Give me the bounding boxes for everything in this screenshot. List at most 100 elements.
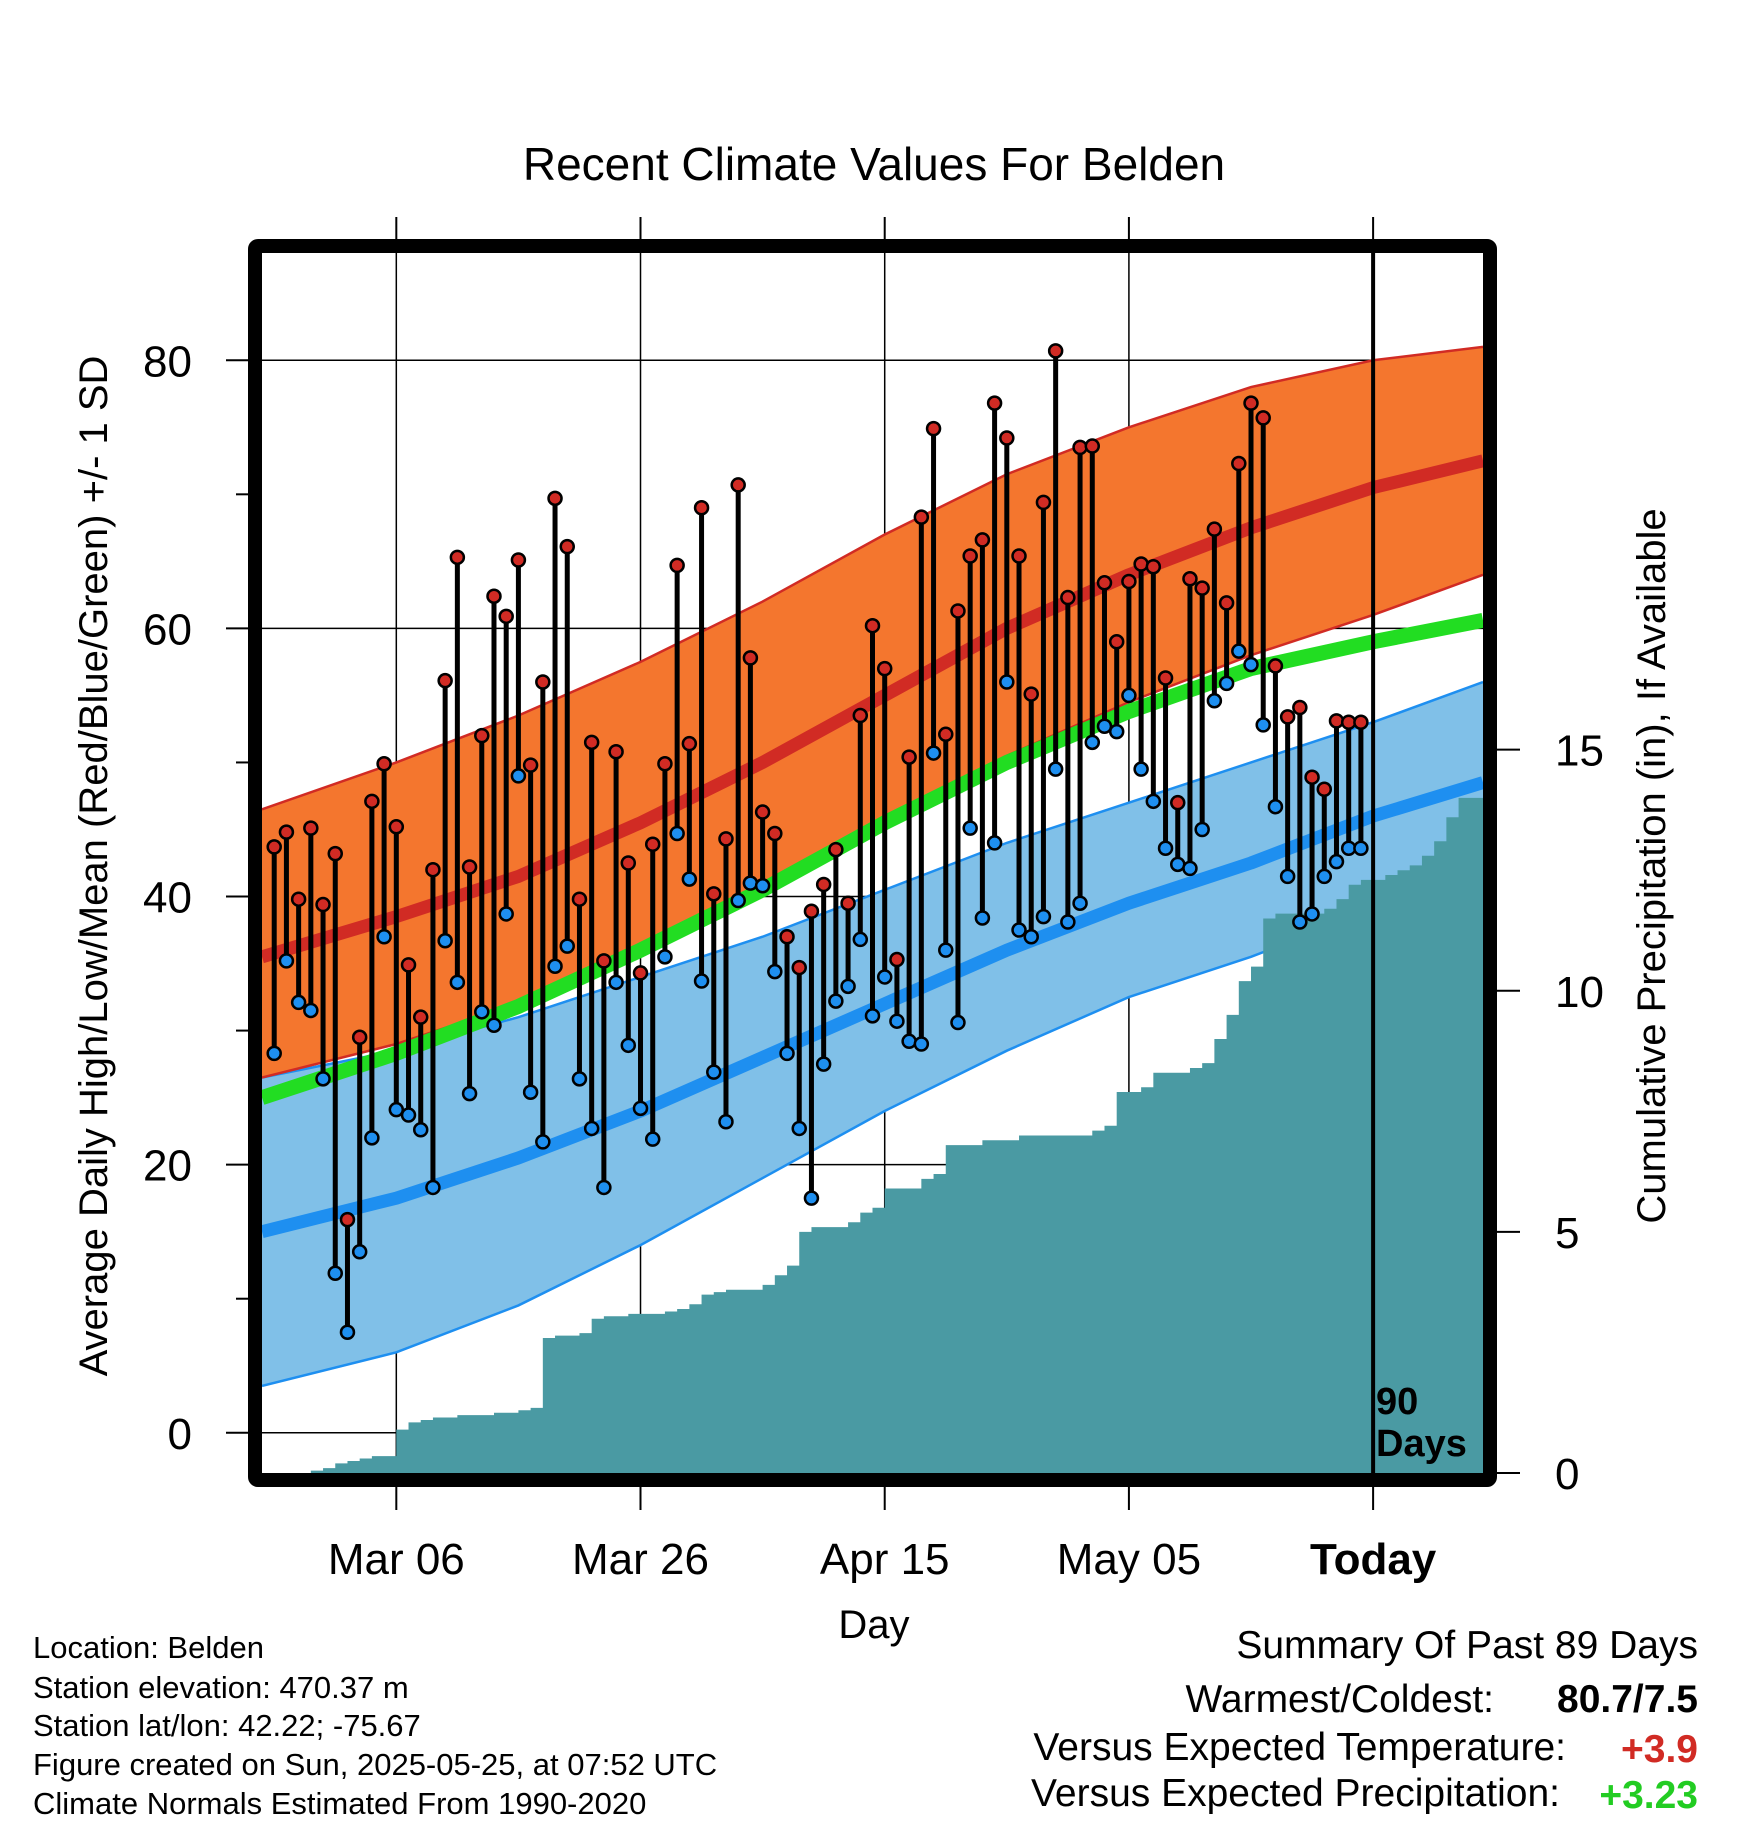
daily-high-dot — [1011, 548, 1027, 564]
daily-low-dot — [974, 910, 991, 926]
daily-low-dot — [510, 768, 527, 784]
daily-low-dot — [474, 1004, 490, 1020]
daily-high-dot — [522, 757, 539, 773]
daily-high-dot — [400, 957, 417, 973]
daily-low-dot — [412, 1122, 429, 1138]
daily-low-dot — [376, 928, 392, 945]
daily-low-dot — [1060, 914, 1076, 930]
daily-high-dot — [1108, 634, 1125, 650]
daily-low-dot — [449, 974, 466, 991]
today-marker-90: 90 — [1376, 1381, 1418, 1423]
daily-high-dot — [901, 749, 917, 765]
daily-low-dot — [938, 942, 954, 958]
daily-high-dot — [754, 804, 771, 820]
daily-high-dot — [1243, 395, 1259, 411]
daily-low-dot — [693, 973, 710, 989]
daily-low-dot — [718, 1113, 734, 1130]
daily-low-dot — [1133, 761, 1149, 777]
daily-high-dot — [657, 756, 673, 772]
daily-low-dot — [1108, 723, 1125, 740]
daily-high-dot — [767, 825, 783, 842]
daily-low-dot — [303, 1002, 319, 1019]
daily-low-dot — [315, 1071, 331, 1087]
daily-low-dot — [559, 938, 575, 954]
daily-high-dot — [1231, 455, 1247, 472]
daily-high-dot — [547, 490, 563, 507]
daily-high-dot — [388, 819, 405, 835]
daily-low-dot — [1096, 718, 1113, 735]
x-tick-label: Mar 06 — [328, 1535, 465, 1584]
daily-low-dot — [730, 892, 746, 909]
daily-high-dot — [669, 557, 685, 574]
daily-high-dot — [498, 608, 514, 625]
daily-low-dot — [351, 1244, 368, 1260]
daily-low-dot — [779, 1045, 795, 1062]
daily-low-dot — [864, 1008, 881, 1024]
daily-low-dot — [767, 963, 783, 980]
daily-high-dot — [632, 965, 649, 981]
daily-low-dot — [913, 1036, 930, 1052]
daily-low-dot — [571, 1071, 588, 1087]
daily-high-dot — [950, 603, 966, 619]
daily-high-dot — [486, 588, 502, 604]
daily-low-dot — [999, 674, 1015, 690]
daily-low-dot — [461, 1085, 478, 1102]
today-marker-days: Days — [1376, 1423, 1467, 1465]
daily-low-dot — [388, 1101, 405, 1118]
daily-low-dot — [681, 871, 698, 887]
daily-low-dot — [632, 1100, 649, 1117]
daily-low-dot — [828, 993, 844, 1009]
daily-low-dot — [925, 745, 942, 761]
daily-range-stems — [271, 350, 1364, 1333]
daily-low-dot — [327, 1265, 344, 1281]
daily-high-dot — [1194, 580, 1210, 596]
daily-low-dot — [1353, 840, 1369, 857]
y-axis-title-right: Cumulative Precipitation (in), If Availa… — [1630, 508, 1674, 1223]
daily-high-dot — [412, 1009, 429, 1025]
y-tick-label: 20 — [143, 1142, 192, 1191]
daily-high-dot — [962, 548, 978, 564]
y2-tick-label: 10 — [1555, 968, 1604, 1017]
low-normal-line — [262, 776, 1483, 1238]
y2-tick-label: 5 — [1555, 1209, 1579, 1258]
daily-low-dot — [754, 878, 771, 894]
daily-high-dot — [583, 734, 600, 751]
daily-high-dot — [889, 951, 905, 968]
daily-low-dot — [706, 1064, 722, 1080]
daily-low-dot — [950, 1014, 966, 1031]
summary-precip-label: Versus Expected Precipitation: — [1031, 1772, 1560, 1815]
daily-low-dot — [1243, 656, 1259, 673]
y-tick-label: 80 — [143, 337, 192, 386]
y-tick-label: 40 — [143, 874, 192, 923]
daily-high-dot — [608, 743, 624, 760]
daily-low-dot — [815, 1056, 832, 1072]
daily-high-dot — [1096, 575, 1113, 591]
daily-low-dot — [290, 994, 307, 1011]
daily-high-dot — [364, 793, 380, 810]
daily-high-dot — [278, 824, 295, 840]
daily-low-dot — [1035, 908, 1052, 925]
y-axis-title-left: Average Daily High/Low/Mean (Red/Blue/Gr… — [72, 356, 116, 1377]
daily-low-dot — [669, 825, 685, 842]
daily-low-dot — [803, 1190, 820, 1206]
daily-high-dot — [1206, 521, 1223, 537]
precipitation-area — [262, 797, 1483, 1473]
daily-high-dot — [474, 727, 490, 744]
daily-high-dot — [876, 660, 893, 677]
daily-low-dot — [425, 1179, 441, 1196]
station-info: Location: Belden Station elevation: 470.… — [33, 1630, 717, 1821]
daily-high-dot — [718, 831, 734, 847]
daily-high-dot — [1353, 714, 1369, 730]
x-tick-label: May 05 — [1057, 1535, 1201, 1584]
daily-low-dot — [339, 1324, 356, 1340]
daily-high-dot — [1292, 699, 1308, 716]
daily-high-dot — [425, 861, 441, 878]
daily-high-dot — [510, 552, 527, 568]
info-created: Figure created on Sun, 2025-05-25, at 07… — [33, 1747, 717, 1782]
daily-high-dot — [1279, 709, 1296, 725]
precipitation-fill — [262, 797, 1483, 1473]
daily-low-dot — [583, 1120, 600, 1137]
summary-header: Summary Of Past 89 Days — [1236, 1624, 1698, 1667]
info-elevation: Station elevation: 470.37 m — [33, 1670, 409, 1705]
